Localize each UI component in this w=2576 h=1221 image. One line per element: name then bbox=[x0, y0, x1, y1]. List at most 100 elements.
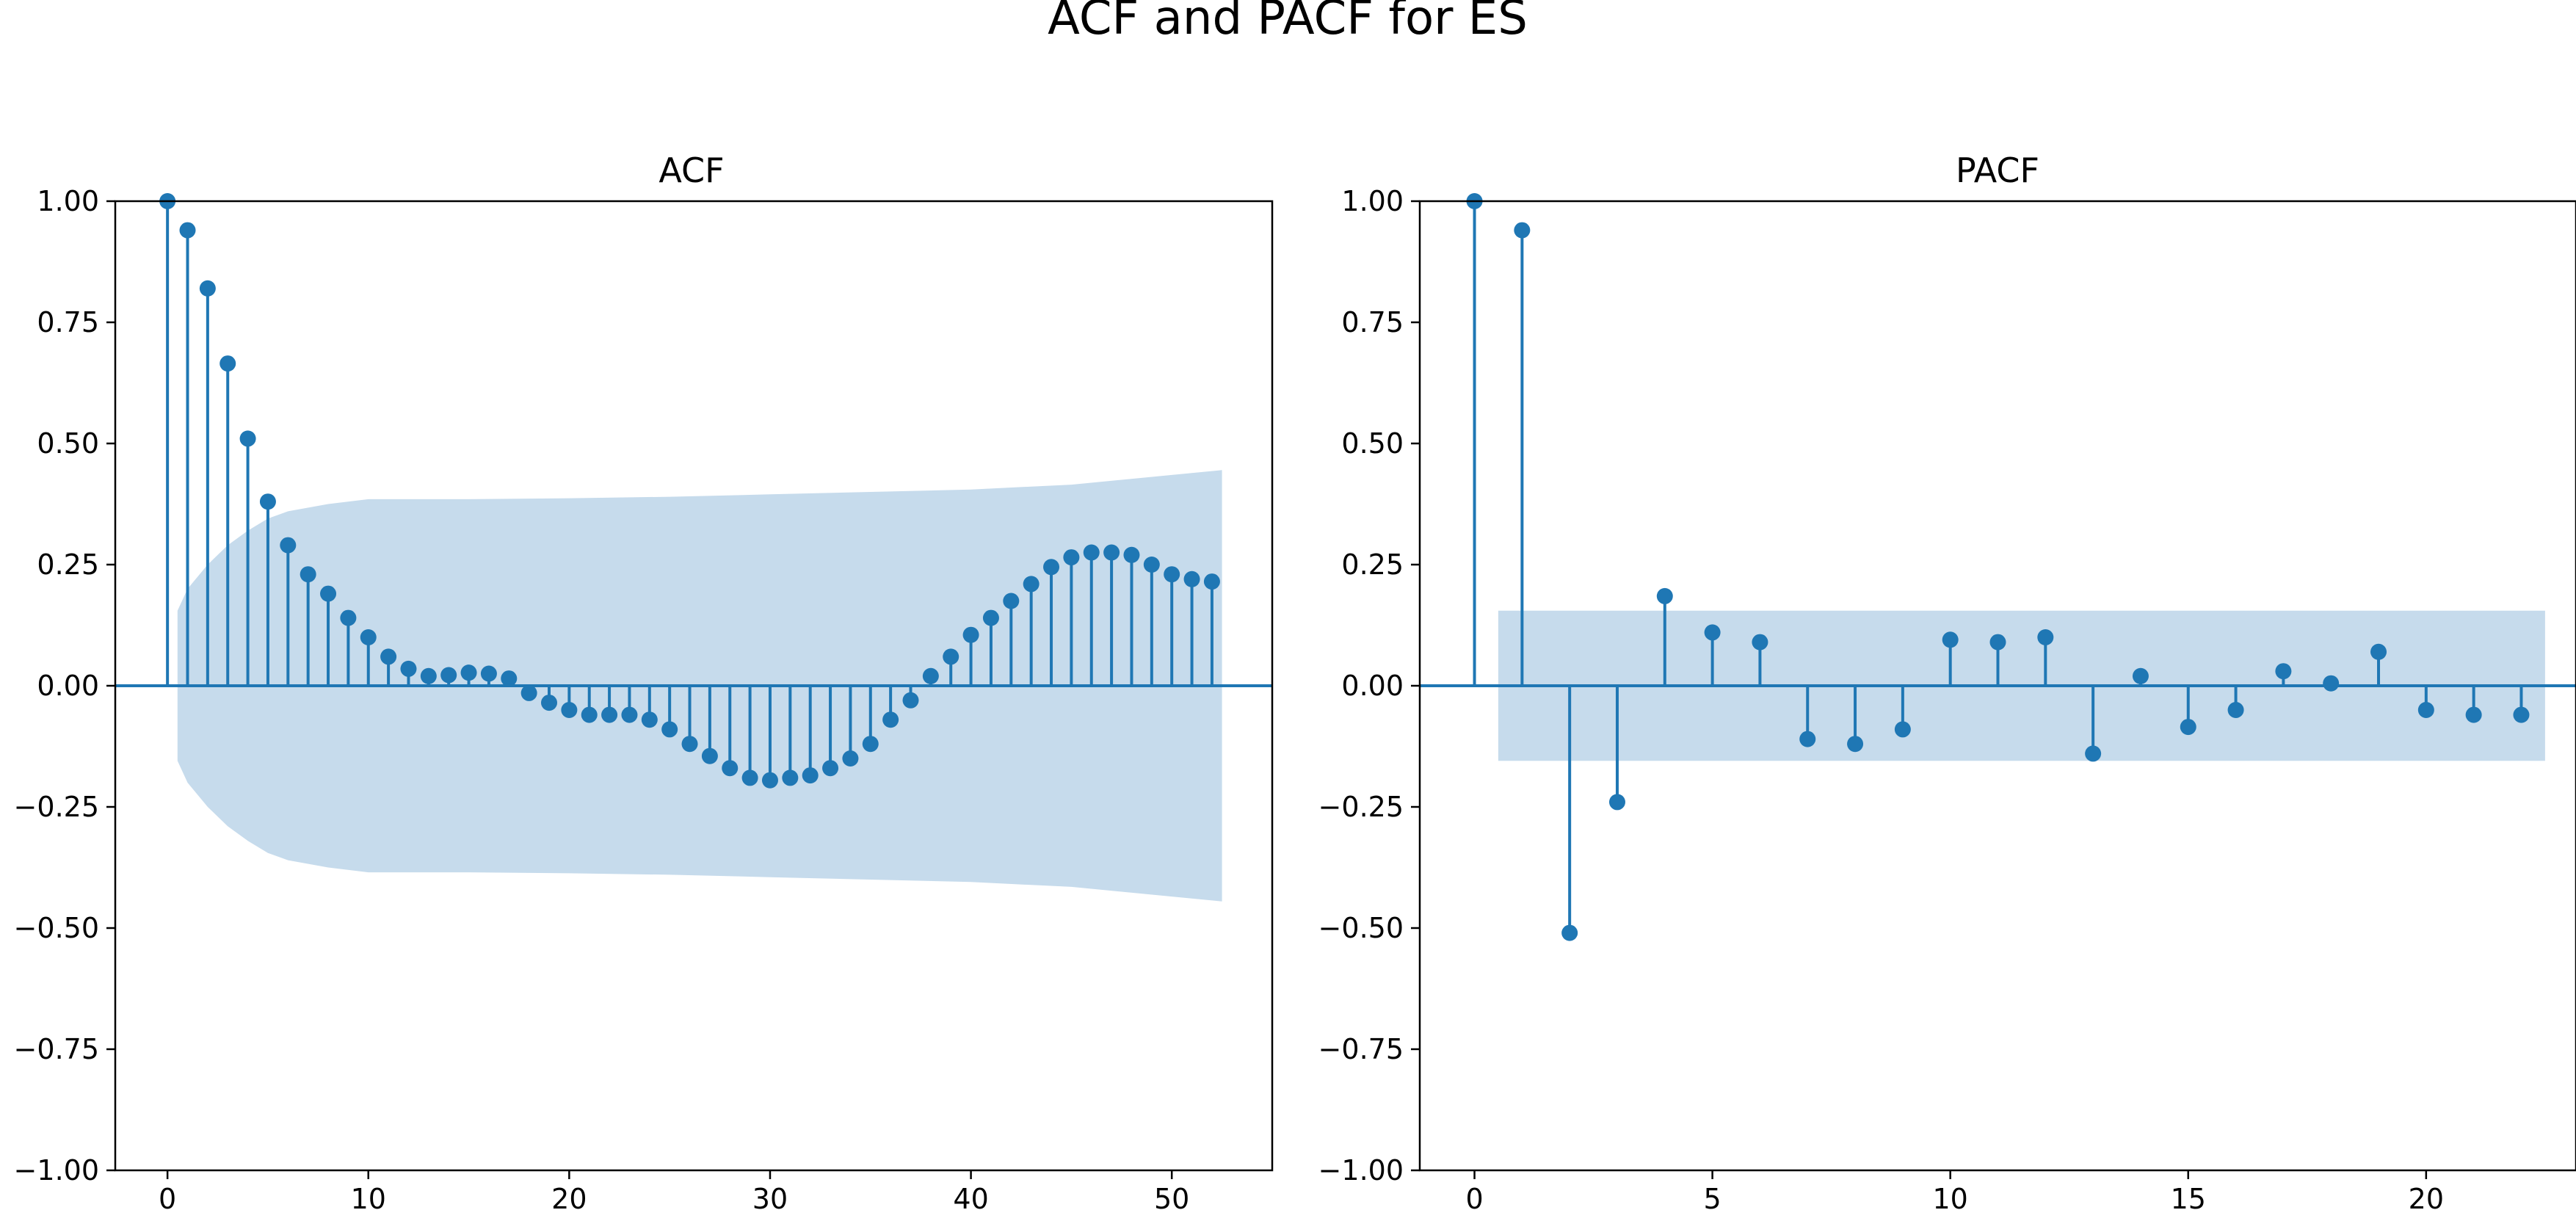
acf-point bbox=[239, 430, 256, 447]
acf-point bbox=[1043, 559, 1060, 576]
pacf-point bbox=[1704, 624, 1721, 641]
pacf-ytick-label: 1.00 bbox=[1341, 185, 1404, 217]
acf-point bbox=[460, 664, 477, 681]
acf-plot-area: −1.00 −0.75 −0.50 −0.25 0.00 0.25 0.50 0.75 1.00… bbox=[14, 185, 1274, 1215]
acf-point bbox=[681, 736, 698, 753]
pacf-point bbox=[1608, 794, 1625, 811]
pacf-point bbox=[2227, 702, 2244, 718]
pacf-point bbox=[2513, 706, 2530, 723]
acf-point bbox=[340, 609, 357, 626]
pacf-xtick-label: 15 bbox=[2171, 1183, 2206, 1215]
acf-point bbox=[1083, 544, 1100, 561]
acf-point bbox=[782, 769, 799, 786]
pacf-point bbox=[1847, 736, 1864, 753]
acf-xtick-label: 10 bbox=[351, 1183, 386, 1215]
pacf-point bbox=[1894, 721, 1911, 738]
acf-ytick-label: −0.50 bbox=[14, 912, 99, 944]
acf-point bbox=[1143, 557, 1160, 573]
pacf-point bbox=[1514, 222, 1531, 239]
acf-point bbox=[1103, 544, 1120, 561]
acf-point bbox=[741, 769, 758, 786]
acf-xtick-label: 20 bbox=[551, 1183, 587, 1215]
pacf-point bbox=[1656, 587, 1673, 604]
acf-ytick-label: 0.00 bbox=[37, 670, 99, 702]
acf-point bbox=[1063, 549, 1080, 566]
acf-panel: ACF −1.00 −0.75 −0.50 −0.25 0.00 0.25 0.50 0.75… bbox=[14, 151, 1274, 1215]
acf-xtick-label: 40 bbox=[953, 1183, 988, 1215]
pacf-title: PACF bbox=[1956, 151, 2039, 190]
pacf-point bbox=[1989, 634, 2006, 651]
pacf-ytick-label: 0.25 bbox=[1341, 548, 1404, 581]
pacf-panel: PACF −1.00 −0.75 −0.50 −0.25 0.00 0.25 0.50 0.7… bbox=[1318, 151, 2576, 1215]
pacf-point bbox=[1942, 631, 1959, 648]
acf-point bbox=[259, 493, 276, 510]
acf-point bbox=[420, 667, 437, 684]
acf-point bbox=[943, 648, 959, 665]
pacf-point bbox=[2037, 629, 2054, 645]
acf-point bbox=[802, 767, 819, 784]
acf-point bbox=[842, 750, 859, 767]
pacf-ytick-label: −0.25 bbox=[1318, 791, 1404, 823]
acf-point bbox=[280, 537, 297, 554]
pacf-ytick-label: 0.00 bbox=[1341, 670, 1404, 702]
pacf-point bbox=[2275, 663, 2292, 680]
acf-point bbox=[922, 667, 939, 684]
pacf-point bbox=[2370, 643, 2387, 660]
acf-point bbox=[862, 736, 879, 753]
figure-title: ACF and PACF for ES bbox=[1048, 0, 1528, 46]
acf-point bbox=[219, 355, 236, 372]
acf-xtick-label: 50 bbox=[1154, 1183, 1189, 1215]
acf-point bbox=[761, 772, 778, 789]
acf-point bbox=[541, 695, 557, 711]
pacf-point bbox=[1752, 634, 1768, 651]
acf-point bbox=[440, 667, 457, 684]
acf-point bbox=[822, 760, 839, 777]
acf-point bbox=[1003, 593, 1020, 609]
pacf-point bbox=[1561, 924, 1578, 941]
acf-point bbox=[601, 706, 618, 723]
acf-point bbox=[179, 222, 196, 239]
pacf-plot-area: −1.00 −0.75 −0.50 −0.25 0.00 0.25 0.50 0.75 1.00… bbox=[1318, 185, 2576, 1215]
acf-point bbox=[1183, 570, 1200, 587]
acf-point bbox=[380, 648, 397, 665]
acf-point bbox=[360, 629, 377, 645]
acf-ytick-label: 1.00 bbox=[37, 185, 99, 217]
pacf-ytick-label: 0.50 bbox=[1341, 427, 1404, 460]
acf-xtick-label: 0 bbox=[159, 1183, 176, 1215]
pacf-point bbox=[2085, 745, 2102, 762]
acf-point bbox=[882, 711, 899, 728]
pacf-point bbox=[2323, 675, 2340, 692]
acf-ytick-label: −0.75 bbox=[14, 1033, 99, 1065]
pacf-ytick-label: −0.75 bbox=[1318, 1033, 1404, 1065]
acf-point bbox=[701, 747, 718, 764]
acf-ytick-label: 0.50 bbox=[37, 427, 99, 460]
acf-point bbox=[661, 721, 678, 738]
pacf-point bbox=[1799, 731, 1816, 747]
acf-point bbox=[300, 566, 316, 583]
acf-point bbox=[962, 626, 979, 643]
acf-ytick-label: −0.25 bbox=[14, 791, 99, 823]
pacf-point bbox=[2132, 667, 2149, 684]
pacf-xtick-label: 5 bbox=[1704, 1183, 1721, 1215]
pacf-xtick-label: 10 bbox=[1933, 1183, 1968, 1215]
acf-point bbox=[561, 702, 578, 718]
acf-point bbox=[1023, 576, 1040, 593]
pacf-point bbox=[2417, 702, 2434, 718]
acf-point bbox=[501, 670, 518, 687]
pacf-ytick-label: −1.00 bbox=[1318, 1154, 1404, 1186]
pacf-ytick-label: 0.75 bbox=[1341, 306, 1404, 338]
pacf-xtick-label: 20 bbox=[2409, 1183, 2444, 1215]
acf-title: ACF bbox=[658, 151, 724, 190]
acf-point bbox=[581, 706, 598, 723]
acf-point bbox=[982, 609, 999, 626]
acf-point bbox=[400, 660, 417, 677]
pacf-xtick-label: 0 bbox=[1465, 1183, 1483, 1215]
acf-ytick-label: 0.75 bbox=[37, 306, 99, 338]
pacf-ytick-label: −0.50 bbox=[1318, 912, 1404, 944]
acf-ytick-label: −1.00 bbox=[14, 1154, 99, 1186]
acf-point bbox=[320, 585, 337, 602]
acf-xtick-label: 30 bbox=[752, 1183, 788, 1215]
acf-point bbox=[480, 665, 497, 682]
acf-point bbox=[902, 692, 919, 709]
